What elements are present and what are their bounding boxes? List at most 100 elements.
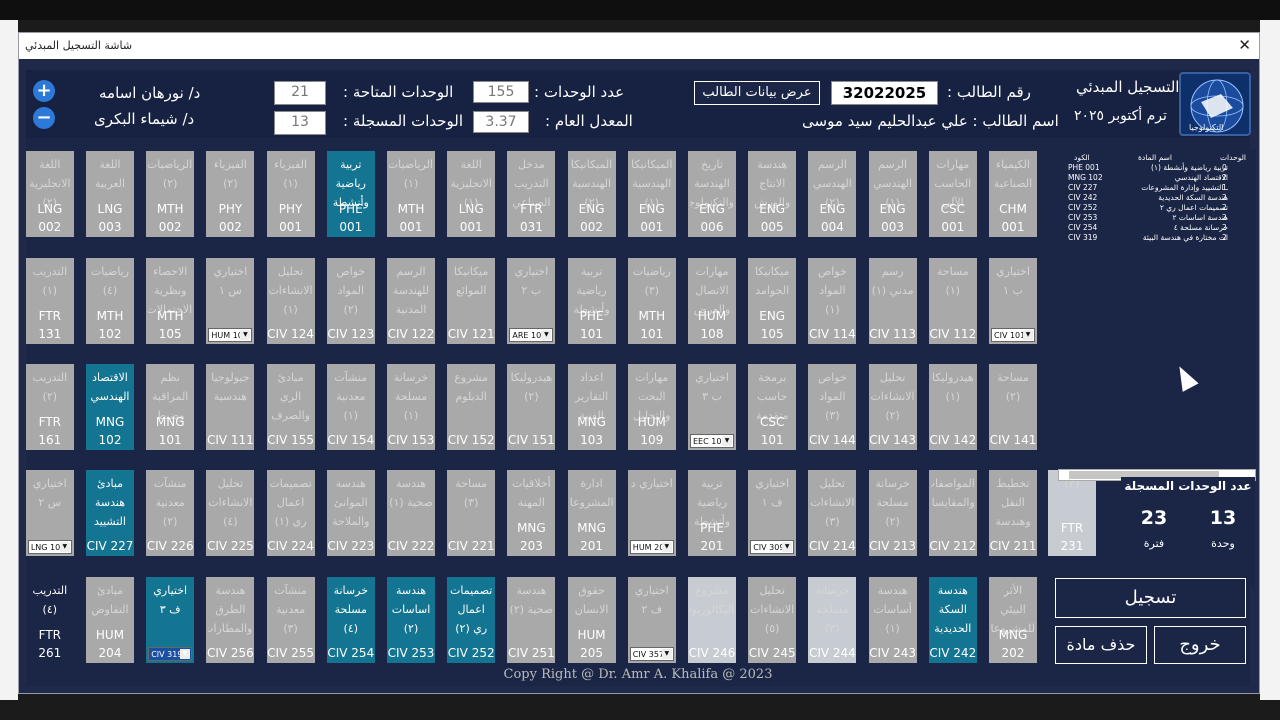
course-tile[interactable]: الاقتصاد الهندسي MNG 102 xyxy=(86,364,134,450)
course-tile[interactable]: خرسانة مسلحة (٣) CIV 244 xyxy=(808,577,857,663)
course-tile[interactable]: تحليل الانشاءات (٢) CIV 143 xyxy=(868,364,917,450)
course-tile[interactable]: الأثر البيئي للمشروعاتMNG 202 xyxy=(989,577,1037,663)
chevron-down-icon[interactable]: ▼ xyxy=(661,542,672,552)
course-tile[interactable]: اختياري ب ٣ EEC 101 ▼ xyxy=(688,364,736,450)
course-tile[interactable]: اختياري د HUM 201 ▼ xyxy=(627,470,676,556)
course-tile[interactable]: التدريب (١) FTR 131 xyxy=(25,258,74,344)
course-tile[interactable]: هندسة صحية (٢) CIV 251 xyxy=(507,577,556,663)
exit-button[interactable]: خروج xyxy=(1154,626,1246,664)
course-tile[interactable]: اللغة العربية LNG 003 xyxy=(86,151,134,237)
course-tile[interactable]: اختياري ف ٢ CIV 357 ▼ xyxy=(627,577,676,663)
course-tile[interactable]: الرسم الهندسي (١) ENG 003 xyxy=(868,151,917,237)
list-item[interactable]: 2 الاقتصاد الهندسي MNG 102 xyxy=(1058,173,1256,183)
chevron-down-icon[interactable]: ▼ xyxy=(59,542,70,552)
elective-dropdown[interactable]: LNG 102 ▼ xyxy=(27,540,72,554)
course-tile[interactable]: اعداد التقارير الفنية MNG 103 xyxy=(567,364,616,450)
elective-dropdown[interactable]: HUM 101 ▼ xyxy=(208,328,253,342)
course-tile[interactable]: اختياري س ١ HUM 101 ▼ xyxy=(206,258,255,344)
course-tile[interactable]: تربية رياضية وأنشطة (١)PHE 001 xyxy=(326,151,375,237)
course-tile[interactable]: تحليل الانشاءات (٤) CIV 225 xyxy=(206,470,255,556)
course-tile[interactable]: خواص المواد (٣) CIV 144 xyxy=(808,364,857,450)
chevron-down-icon[interactable]: ▼ xyxy=(661,649,672,659)
course-tile[interactable]: مدخل التدريب الصناعي FTR 031 xyxy=(507,151,556,237)
course-tile[interactable]: هندسة صحية (١) CIV 222 xyxy=(387,470,435,556)
course-tile[interactable]: هندسة الموانئ والملاحة CIV 223 xyxy=(326,470,375,556)
course-tile[interactable]: اختياري ب ١ CIV 101 ▼ xyxy=(989,258,1037,344)
course-tile[interactable]: ميكانيكا الموائع CIV 121 xyxy=(447,258,496,344)
course-tile[interactable]: الفيزياء (٢) PHY 002 xyxy=(206,151,255,237)
list-item[interactable]: 2 تصميمات اعمال ري ٢ CIV 252 xyxy=(1058,203,1256,213)
course-tile[interactable]: هيدروليكا (٢) CIV 151 xyxy=(507,364,556,450)
elective-dropdown[interactable]: CIV 101 ▼ xyxy=(991,328,1035,342)
course-tile[interactable]: خرسانة مسلحة (٤) CIV 254 xyxy=(326,577,375,663)
course-tile[interactable]: رسم مدني (١) CIV 113 xyxy=(868,258,917,344)
course-tile[interactable]: تخطيط النقل وهندسة المرور CIV 211 xyxy=(989,470,1037,556)
course-tile[interactable]: تربية رياضية وأنشطة (٣)PHE 201 xyxy=(688,470,736,556)
course-tile[interactable]: منشآت معدنية (٢) CIV 226 xyxy=(146,470,195,556)
course-tile[interactable]: الميكانيكا الهندسية (١) ENG 001 xyxy=(627,151,676,237)
course-tile[interactable]: أخلاقيات المهنة MNG 203 xyxy=(507,470,556,556)
chevron-down-icon[interactable]: ▼ xyxy=(541,330,552,340)
course-tile[interactable]: اللغة الانجليزية (٢) LNG 002 xyxy=(25,151,74,237)
course-tile[interactable]: ادارة المشروعات MNG 201 xyxy=(567,470,616,556)
list-item[interactable]: 2 هندسة اساسات ٢ CIV 253 xyxy=(1058,213,1256,223)
show-data-button[interactable]: عرض بيانات الطالب xyxy=(694,81,820,105)
course-tile[interactable]: تصميمات اعمال ري (١) CIV 224 xyxy=(266,470,315,556)
add-icon[interactable]: + xyxy=(33,80,55,102)
course-tile[interactable]: الميكانيكا الهندسية (٢) ENG 002 xyxy=(567,151,616,237)
chevron-down-icon[interactable]: ▼ xyxy=(722,436,732,446)
remove-icon[interactable]: − xyxy=(33,107,55,129)
course-tile[interactable]: مشروع الدبلوم CIV 152 xyxy=(447,364,496,450)
course-tile[interactable]: الاحصاء ونظرية الاحتمالات MTH 105 xyxy=(146,258,195,344)
course-tile[interactable]: الرياضيات (١) MTH 001 xyxy=(387,151,435,237)
chevron-down-icon[interactable]: ▼ xyxy=(240,330,251,340)
course-tile[interactable]: برمجة حاسب متقدمة CSC 101 xyxy=(748,364,797,450)
register-button[interactable]: تسجيل xyxy=(1055,578,1246,618)
course-tile[interactable]: الرسم للهندسة المدنية (٢) CIV 122 xyxy=(387,258,435,344)
course-tile[interactable]: تحليل الانشاءات (٣) CIV 214 xyxy=(808,470,857,556)
chevron-down-icon[interactable]: ▼ xyxy=(180,649,191,659)
course-tile[interactable]: مشروع البكالوريوس CIV 246 xyxy=(688,577,736,663)
course-tile[interactable]: هندسة أساسات (١) CIV 243 xyxy=(868,577,917,663)
course-tile[interactable]: هندسة الطرق والمطارات CIV 256 xyxy=(206,577,255,663)
course-tile[interactable]: رياضيات (٣) MTH 101 xyxy=(627,258,676,344)
course-tile[interactable]: مهارات البحث والتحليل HUM 109 xyxy=(627,364,676,450)
course-tile[interactable]: الرياضيات (٢) MTH 002 xyxy=(146,151,195,237)
elective-dropdown[interactable]: HUM 201 ▼ xyxy=(629,540,674,554)
course-tile[interactable]: تحليل الانشاءات (٥) CIV 245 xyxy=(748,577,797,663)
course-tile[interactable]: اختياري ف ١ CIV 309 ▼ xyxy=(748,470,797,556)
student-no-field[interactable]: 32022025 xyxy=(831,81,938,105)
course-tile[interactable]: نظم المراقبة وضبط الجودةMNG 101 xyxy=(146,364,195,450)
course-tile[interactable]: منشآت معدنية (٣) CIV 255 xyxy=(266,577,315,663)
course-tile[interactable]: المواصفات والمقايسات CIV 212 xyxy=(928,470,977,556)
course-tile[interactable]: هندسة اساسات (٢) CIV 253 xyxy=(387,577,435,663)
list-item[interactable]: 0 تربية رياضية وأنشطة (١) PHE 001 xyxy=(1058,163,1256,173)
course-tile[interactable]: خواص المواد (١) CIV 114 xyxy=(808,258,857,344)
course-tile[interactable]: هندسة الانتاج والورش ENG 005 xyxy=(748,151,797,237)
course-tile[interactable]: (٣) FTR 231 xyxy=(1048,470,1096,556)
course-tile[interactable]: مهارات الحاسب الآلي CSC 001 xyxy=(928,151,977,237)
course-tile[interactable]: خرسانة مسلحة (١) CIV 153 xyxy=(387,364,435,450)
course-tile[interactable]: ميكانيكا الجوامد ENG 105 xyxy=(748,258,797,344)
chevron-down-icon[interactable]: ▼ xyxy=(1023,330,1033,340)
course-tile[interactable]: مساحة (١) CIV 112 xyxy=(928,258,977,344)
course-tile[interactable]: جيولوجيا هندسية CIV 111 xyxy=(206,364,255,450)
course-tile[interactable]: الكيمياء الصناعية CHM 001 xyxy=(989,151,1037,237)
elective-dropdown[interactable]: CIV 357 ▼ xyxy=(629,647,674,661)
course-tile[interactable]: رياضيات (٤) MTH 102 xyxy=(86,258,134,344)
course-tile[interactable]: اختياري ب ٢ ARE 101 ▼ xyxy=(507,258,556,344)
course-tile[interactable]: منشآت معدنية (١) CIV 154 xyxy=(326,364,375,450)
chevron-down-icon[interactable]: ▼ xyxy=(782,542,793,552)
course-tile[interactable]: مبادئ هندسة التشييد CIV 227 xyxy=(86,470,134,556)
course-tile[interactable]: مبادئ الري والصرف CIV 155 xyxy=(266,364,315,450)
elective-dropdown[interactable]: CIV 319 ▼ xyxy=(148,647,193,661)
course-tile[interactable]: اللغة الانجليزية (١) LNG 001 xyxy=(447,151,496,237)
course-tile[interactable]: حقوق الانسان HUM 205 xyxy=(567,577,616,663)
course-tile[interactable]: اختياري ف ٣ CIV 319 ▼ xyxy=(146,577,195,663)
elective-dropdown[interactable]: ARE 101 ▼ xyxy=(509,328,554,342)
course-tile[interactable]: مبادئ التفاوض HUM 204 xyxy=(86,577,134,663)
list-item[interactable]: 2 خرسانة مسلحة ٤ CIV 254 xyxy=(1058,223,1256,233)
course-tile[interactable]: التدريب (٤) FTR 261 xyxy=(25,577,74,663)
course-tile[interactable]: هيدروليكا (١) CIV 142 xyxy=(928,364,977,450)
